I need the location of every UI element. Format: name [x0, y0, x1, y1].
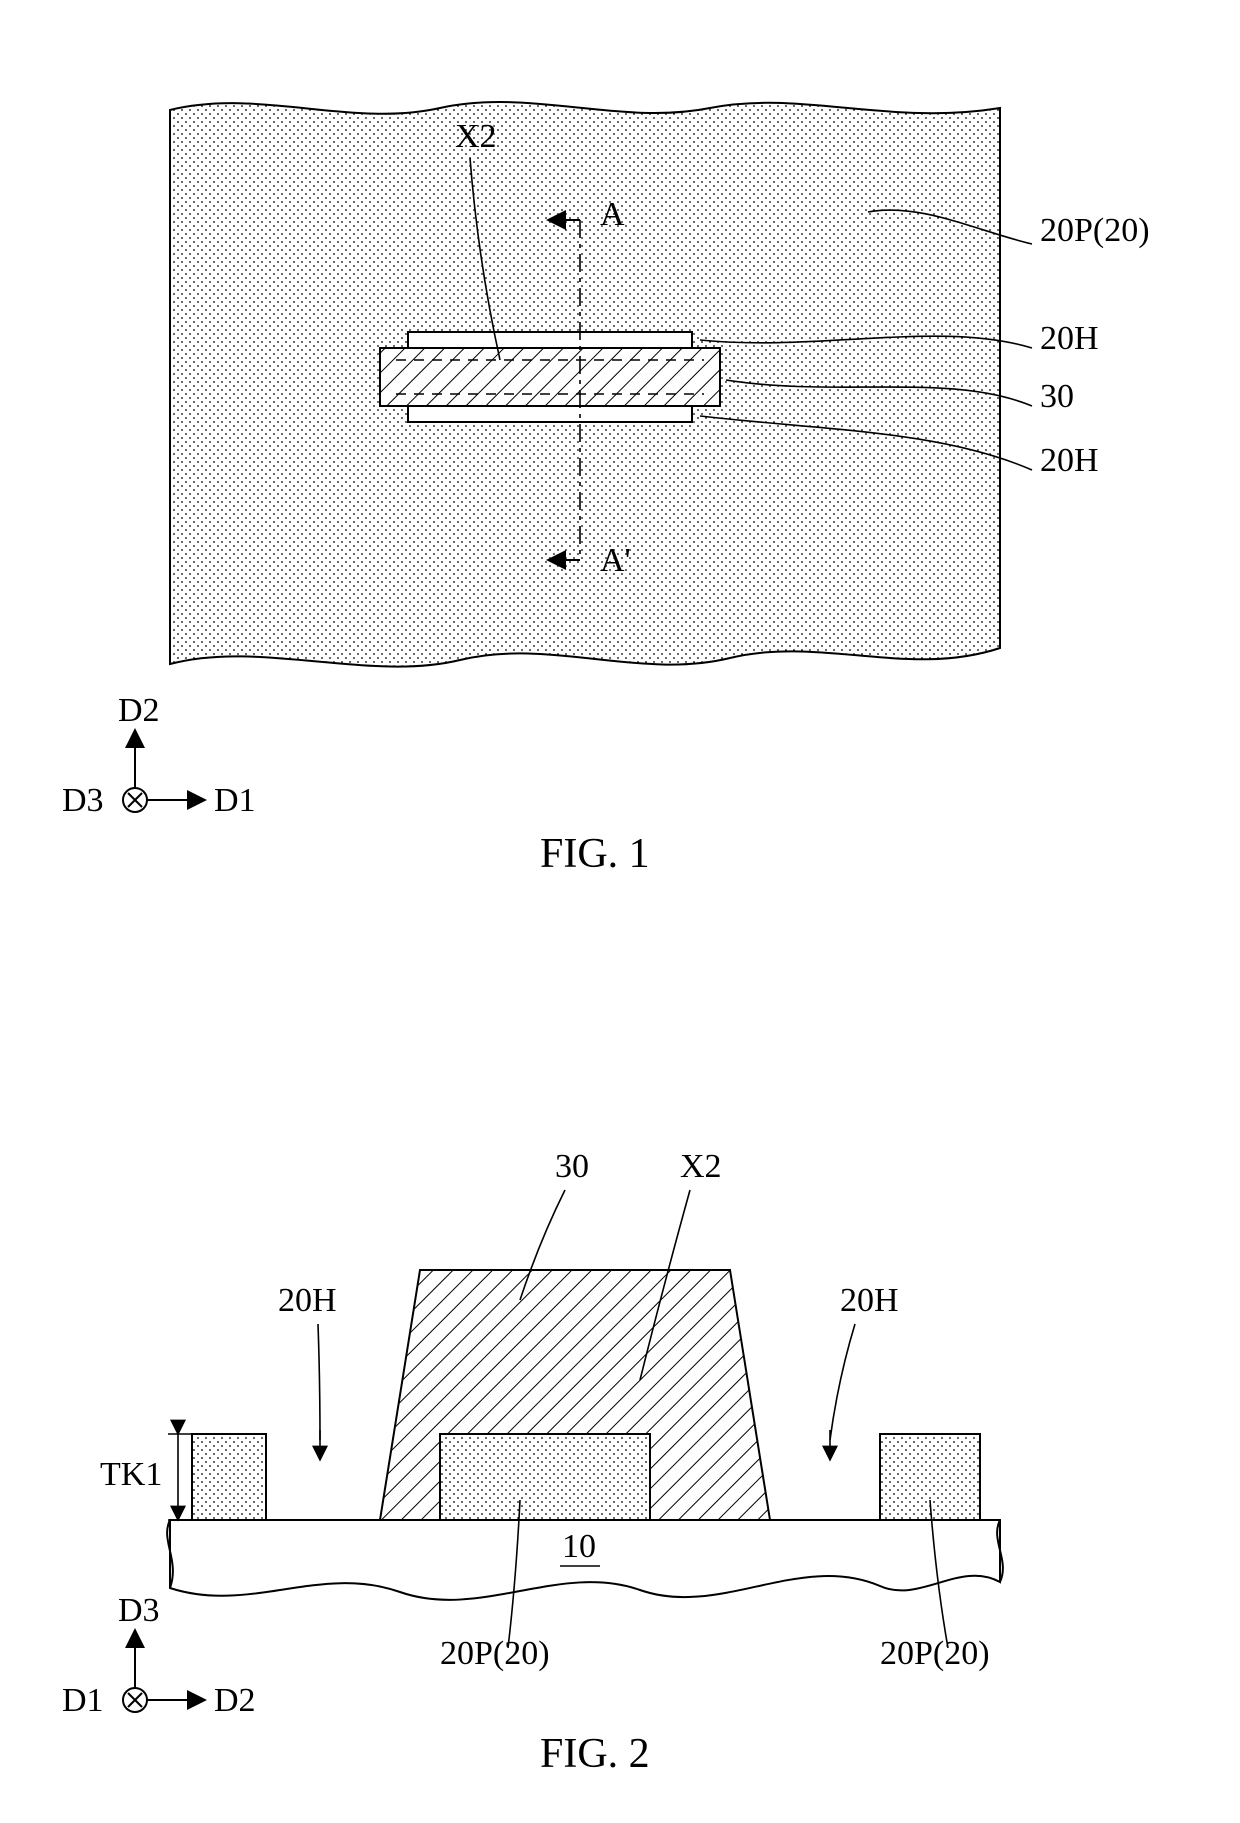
- caption-fig1: FIG. 1: [540, 830, 650, 878]
- pedestal-20p: [440, 1434, 650, 1520]
- section-label-a-prime: A': [600, 542, 631, 580]
- block-20p-left: [192, 1434, 266, 1520]
- section-label-a: A: [600, 196, 625, 234]
- label-x2-fig1: X2: [455, 118, 497, 156]
- label-20h-bot-fig1: 20H: [1040, 442, 1099, 480]
- strip-30: [380, 348, 720, 406]
- caption-fig2: FIG. 2: [540, 1730, 650, 1778]
- axis-d3-fig2: D3: [118, 1592, 160, 1630]
- axes-fig2: [123, 1630, 205, 1712]
- axis-d2-fig2: D2: [214, 1682, 256, 1720]
- axis-d3-fig1: D3: [62, 782, 104, 820]
- label-20p-right-fig2: 20P(20): [880, 1635, 990, 1673]
- dim-tk1: [168, 1434, 192, 1520]
- label-10: 10: [562, 1528, 596, 1566]
- axis-d1-fig1: D1: [214, 782, 256, 820]
- label-30-fig1: 30: [1040, 378, 1074, 416]
- leader-20h-left-fig2: [318, 1324, 320, 1440]
- fig2-svg: [0, 900, 1240, 1823]
- label-x2-fig2: X2: [680, 1148, 722, 1186]
- axis-d1-fig2: D1: [62, 1682, 104, 1720]
- leader-20h-right-fig2: [830, 1324, 855, 1440]
- axis-d2-fig1: D2: [118, 692, 160, 730]
- label-20h-left-fig2: 20H: [278, 1282, 337, 1320]
- label-20h-right-fig2: 20H: [840, 1282, 899, 1320]
- axes-fig1: [123, 730, 205, 812]
- label-20p-fig1: 20P(20): [1040, 212, 1150, 250]
- label-tk1: TK1: [100, 1456, 162, 1494]
- label-30-fig2: 30: [555, 1148, 589, 1186]
- label-20p-left-fig2: 20P(20): [440, 1635, 550, 1673]
- label-20h-top-fig1: 20H: [1040, 320, 1099, 358]
